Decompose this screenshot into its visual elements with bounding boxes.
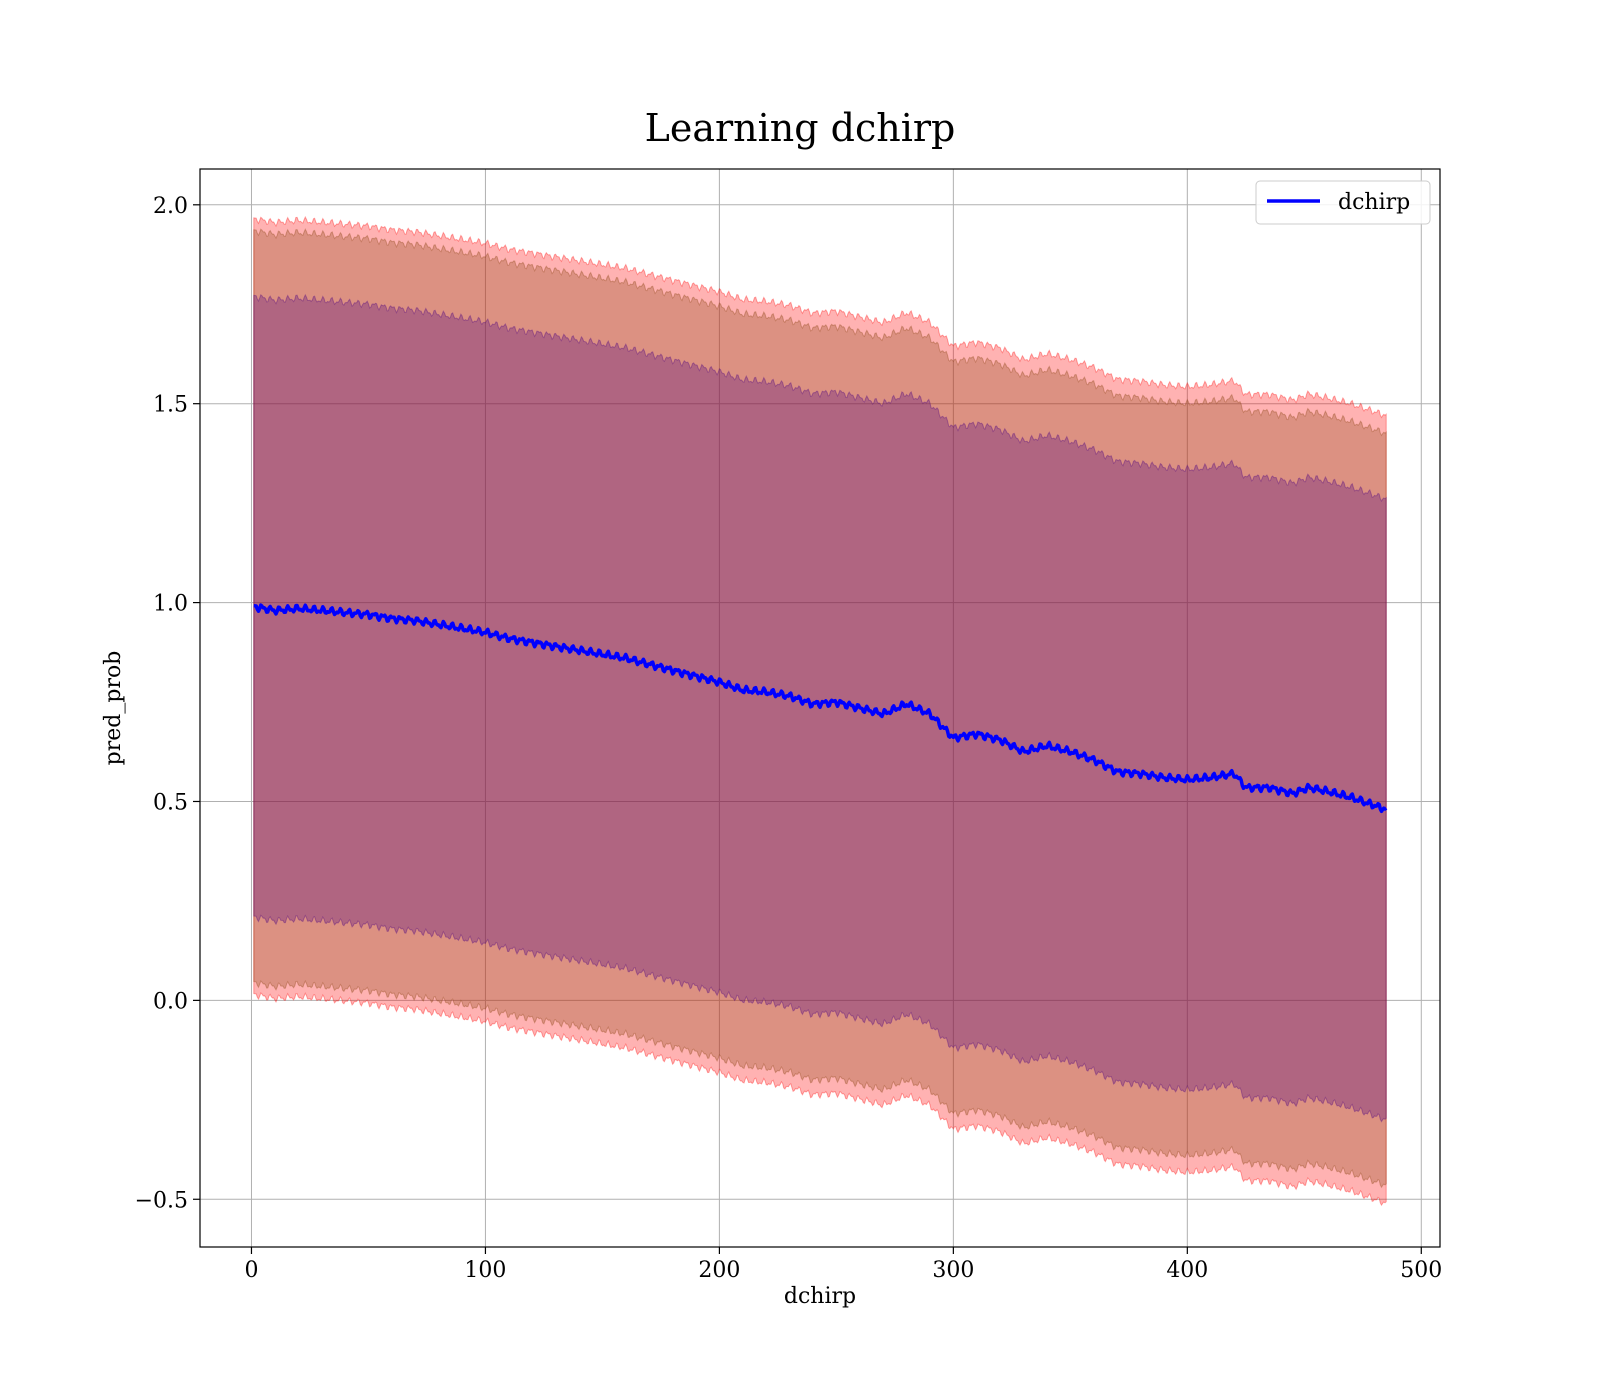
x-tick-label: 300 — [932, 1258, 974, 1283]
x-tick-label: 200 — [698, 1258, 740, 1283]
series-line-dchirp — [253, 603, 1388, 814]
x-tick-label: 400 — [1166, 1258, 1208, 1283]
line-layer — [253, 603, 1388, 814]
legend: dchirp — [1255, 180, 1431, 225]
band-layer — [253, 215, 1387, 1207]
y-tick-label: 0.5 — [153, 790, 188, 815]
tick-layer: 0 100 200 300 400 500 −0.5 0.0 0.5 1.0 1.5 2.0 — [135, 194, 1443, 1283]
x-tick-label: 100 — [464, 1258, 506, 1283]
x-tick-label: 500 — [1400, 1258, 1442, 1283]
legend-box — [1255, 180, 1431, 225]
y-tick-label: 1.5 — [153, 393, 188, 418]
x-tick-label: 0 — [244, 1258, 258, 1283]
y-axis-label: pred_prob — [101, 651, 126, 766]
chart-title: Learning dchirp — [645, 106, 956, 150]
grid-layer — [200, 169, 1440, 1247]
y-tick-label: 1.0 — [153, 592, 188, 617]
legend-label: dchirp — [1338, 190, 1410, 215]
x-axis-label: dchirp — [784, 1284, 856, 1309]
y-tick-label: −0.5 — [135, 1188, 188, 1213]
plot-frame — [199, 168, 1441, 1248]
band-outer — [253, 215, 1387, 1207]
y-tick-label: 0.0 — [153, 989, 188, 1014]
y-tick-label: 2.0 — [153, 194, 188, 219]
